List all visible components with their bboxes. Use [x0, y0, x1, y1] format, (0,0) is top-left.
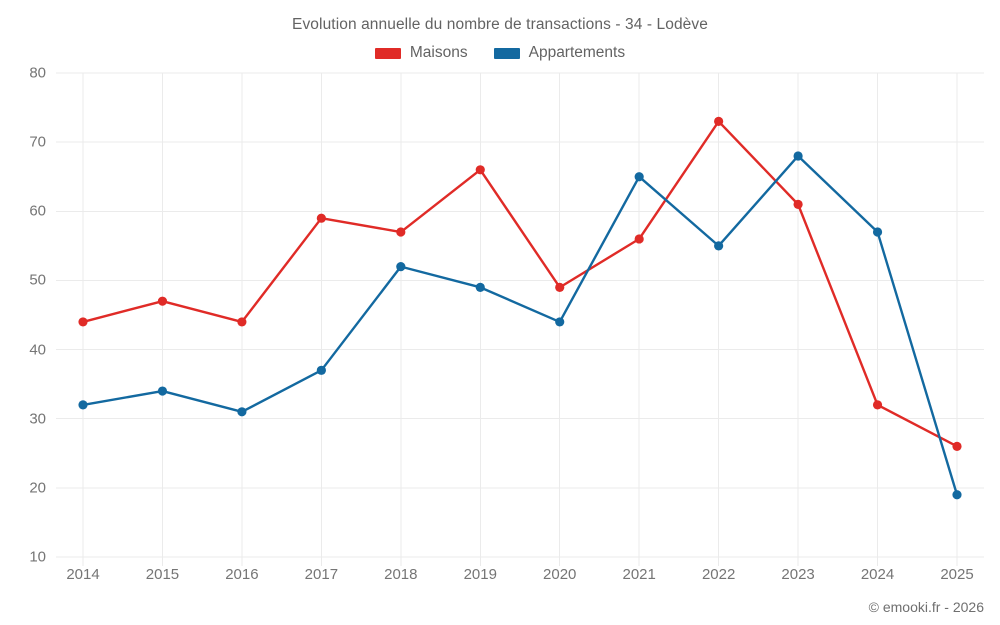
legend-item-appartements[interactable]: Appartements	[493, 44, 626, 62]
grid-lines	[56, 72, 984, 566]
data-point[interactable]	[952, 441, 962, 451]
data-point[interactable]	[714, 241, 724, 251]
x-tick-label: 2017	[304, 566, 339, 583]
y-axis: 10 20 30 40 50 60 70 80	[0, 65, 46, 566]
data-point[interactable]	[396, 262, 406, 272]
x-tick-label: 2023	[781, 566, 815, 583]
plot-svg	[56, 72, 984, 566]
data-point[interactable]	[872, 400, 883, 410]
data-point[interactable]	[237, 317, 247, 327]
plot-area	[56, 72, 984, 566]
data-point[interactable]	[555, 317, 565, 327]
x-tick-label: 2020	[543, 566, 577, 583]
data-point[interactable]	[475, 165, 485, 175]
data-point[interactable]	[316, 213, 326, 223]
data-point[interactable]	[793, 199, 803, 209]
data-point[interactable]	[78, 317, 88, 327]
x-tick-label: 2014	[66, 566, 100, 583]
y-tick-label: 40	[29, 341, 46, 359]
y-tick-label: 20	[29, 479, 46, 497]
legend-item-maisons[interactable]: Maisons	[374, 44, 468, 62]
data-point[interactable]	[793, 151, 803, 161]
data-point[interactable]	[634, 234, 644, 244]
data-point[interactable]	[555, 282, 565, 292]
chart-legend: Maisons Appartements	[0, 44, 1000, 62]
data-point[interactable]	[157, 296, 168, 306]
chart-title: Evolution annuelle du nombre de transact…	[292, 16, 708, 33]
data-point[interactable]	[634, 172, 644, 182]
x-tick-label: 2019	[463, 566, 497, 583]
x-axis: 2014 2015 2016 2017 2018 2019 2020 2021 2022 2023…	[56, 566, 984, 588]
legend-label-maisons: Maisons	[409, 44, 468, 61]
x-tick-label: 2024	[860, 566, 895, 583]
data-point[interactable]	[872, 227, 883, 237]
data-point[interactable]	[714, 116, 724, 126]
legend-label-appartements: Appartements	[528, 44, 626, 61]
series-line-appartements	[81, 154, 959, 496]
data-point[interactable]	[316, 365, 326, 375]
footer-credit: © emooki.fr - 2026	[868, 599, 984, 615]
data-point[interactable]	[475, 282, 485, 292]
x-tick-label: 2016	[225, 566, 259, 583]
data-point-markers	[78, 116, 962, 500]
data-point[interactable]	[78, 400, 88, 410]
x-tick-label: 2022	[701, 566, 736, 583]
data-point[interactable]	[396, 227, 406, 237]
y-tick-label: 50	[29, 271, 46, 289]
data-point[interactable]	[952, 490, 962, 500]
x-tick-label: 2018	[384, 566, 418, 583]
legend-swatch-maisons	[374, 47, 401, 59]
series-lines	[81, 120, 959, 496]
y-tick-label: 70	[29, 133, 46, 151]
y-tick-label: 10	[29, 548, 46, 566]
y-tick-label: 30	[29, 410, 46, 428]
data-point[interactable]	[157, 386, 168, 396]
y-tick-label: 80	[29, 64, 46, 82]
series-line-maisons	[81, 120, 959, 448]
x-tick-label: 2021	[622, 566, 656, 583]
legend-swatch-appartements	[493, 47, 520, 59]
x-tick-label: 2025	[940, 566, 974, 583]
data-point[interactable]	[237, 407, 247, 417]
x-tick-label: 2015	[145, 566, 180, 583]
y-tick-label: 60	[29, 202, 46, 220]
